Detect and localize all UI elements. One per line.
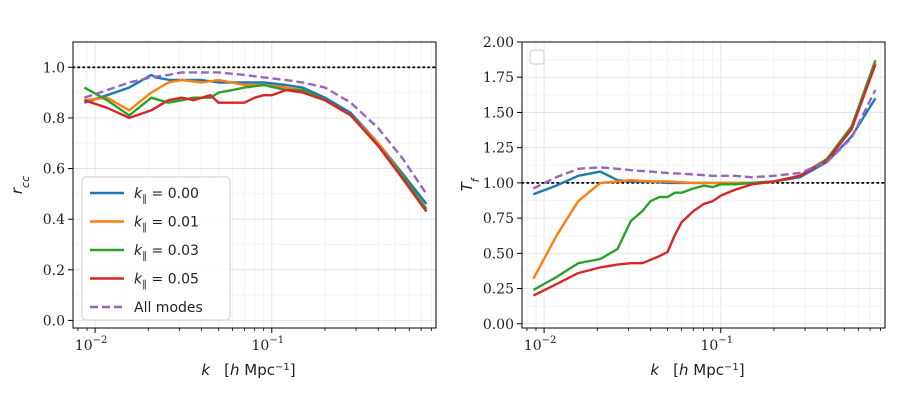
legend: k∥ = 0.00 k∥ = 0.01 k∥ = 0.03 k∥ = 0.05 All … <box>81 176 231 321</box>
series-line-4 <box>532 89 877 190</box>
series-group <box>83 71 428 213</box>
y-tick-label: 0.25 <box>483 282 514 298</box>
y-tick-label: 0.8 <box>43 111 65 127</box>
panel-transfer-function: 10−2 10−1 0.00 0.25 0.50 0.75 1.00 1.25 1.50 1.75… <box>458 35 886 379</box>
y-tick-label: 1.75 <box>483 70 514 86</box>
y-tick-label: 0.0 <box>43 313 65 329</box>
series-line-3 <box>84 88 428 213</box>
y-tick-label: 1.0 <box>43 60 65 76</box>
legend-box <box>81 176 231 321</box>
x-axis-label: k [h Mpc−1] <box>201 361 295 379</box>
x-tick-label: 10−1 <box>251 335 284 354</box>
y-tick-label: 0.6 <box>43 162 65 178</box>
y-tick-label: 1.50 <box>483 105 514 121</box>
x-tick-label: 10−1 <box>700 335 733 354</box>
y-tick-label: 1.00 <box>483 176 514 192</box>
y-tick-label: 2.00 <box>483 35 514 51</box>
ticks: 10−2 10−1 0.00 0.25 0.50 0.75 1.00 1.25 1.50 1.75… <box>483 35 881 354</box>
legend-label-3: k∥ = 0.05 <box>134 272 199 291</box>
x-tick-label: 10−2 <box>524 335 557 354</box>
ticks: 10−2 10−1 0.0 0.2 0.4 0.6 0.8 1.0 <box>43 60 432 354</box>
series-group <box>532 59 877 297</box>
y-tick-label: 0.2 <box>43 263 65 279</box>
x-tick-label: 10−2 <box>75 335 108 354</box>
y-tick-label: 1.25 <box>483 141 514 157</box>
legend-label-4: All modes <box>134 300 203 316</box>
panel-cross-correlation: 10−2 10−10.00.20.40.60.81.0 rcc k [h Mpc−1… <box>8 41 437 379</box>
y-tick-label: 0.50 <box>483 246 514 262</box>
y-tick-label: 0.00 <box>483 317 514 333</box>
legend-label-0: k∥ = 0.00 <box>134 186 199 205</box>
x-axis-label: k [h Mpc−1] <box>650 361 744 379</box>
series-line-4 <box>84 71 428 195</box>
legend-label-2: k∥ = 0.03 <box>134 243 199 262</box>
empty-legend-box <box>529 49 545 65</box>
legend-label-1: k∥ = 0.01 <box>134 215 199 234</box>
y-tick-label: 0.4 <box>43 212 65 228</box>
y-tick-label: 0.75 <box>483 211 514 227</box>
series-line-3 <box>532 64 877 297</box>
